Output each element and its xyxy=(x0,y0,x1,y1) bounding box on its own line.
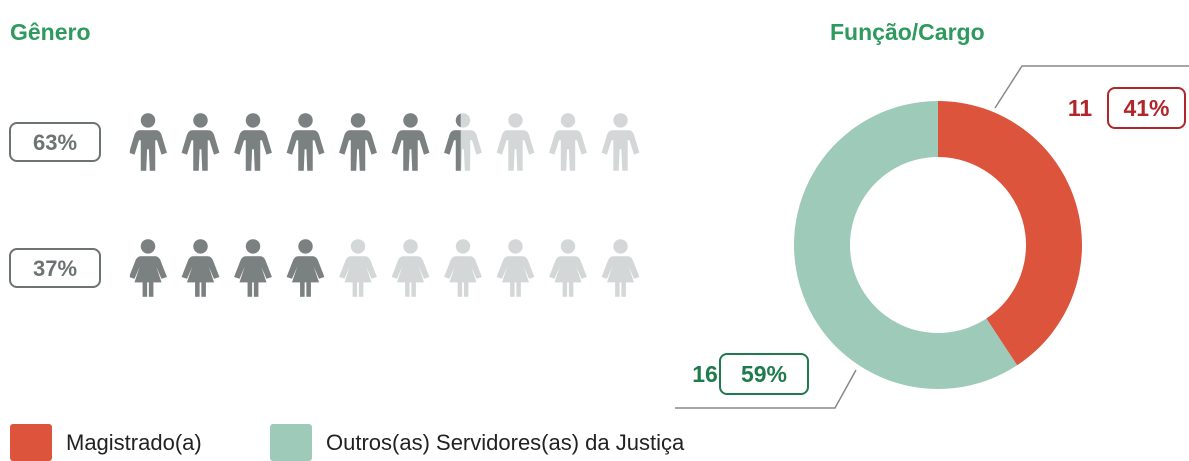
icon-faded xyxy=(601,239,640,297)
icon-faded xyxy=(496,113,535,171)
legend-swatch xyxy=(10,424,52,461)
icon-faded xyxy=(549,239,587,297)
donut-slice xyxy=(938,101,1083,366)
percent-label: 59% xyxy=(741,361,787,387)
icon xyxy=(181,113,220,171)
icon xyxy=(286,113,325,171)
value-badge xyxy=(9,122,101,162)
value-label: 63% xyxy=(33,130,77,155)
icon xyxy=(234,113,272,171)
percent-label: 41% xyxy=(1123,95,1169,121)
icon xyxy=(391,113,430,171)
icon xyxy=(130,113,167,171)
icon-faded xyxy=(391,239,430,297)
icon xyxy=(181,239,220,297)
percent-badge xyxy=(719,353,809,395)
value-label: 16 xyxy=(692,361,718,387)
icon xyxy=(339,113,377,171)
icon-faded xyxy=(496,239,535,297)
icon-faded xyxy=(601,113,640,171)
donut-title: Função/Cargo xyxy=(830,19,985,45)
legend-label: Outros(as) Servidores(as) da Justiça xyxy=(326,430,685,455)
icon xyxy=(130,239,167,297)
percent-badge xyxy=(1107,87,1186,129)
value-badge xyxy=(9,248,101,288)
icon-faded xyxy=(444,239,482,297)
icon-faded xyxy=(549,113,587,171)
icon xyxy=(234,239,272,297)
legend-label: Magistrado(a) xyxy=(66,430,202,455)
leader-line xyxy=(675,369,857,409)
value-label: 11 xyxy=(1068,95,1093,121)
icon-faded xyxy=(339,239,377,297)
value-label: 37% xyxy=(33,256,77,281)
legend-swatch xyxy=(270,424,312,461)
pictogram-title: Gênero xyxy=(10,19,91,45)
icon xyxy=(286,239,325,297)
leader-line xyxy=(994,65,1189,109)
donut-slice xyxy=(794,101,1018,389)
